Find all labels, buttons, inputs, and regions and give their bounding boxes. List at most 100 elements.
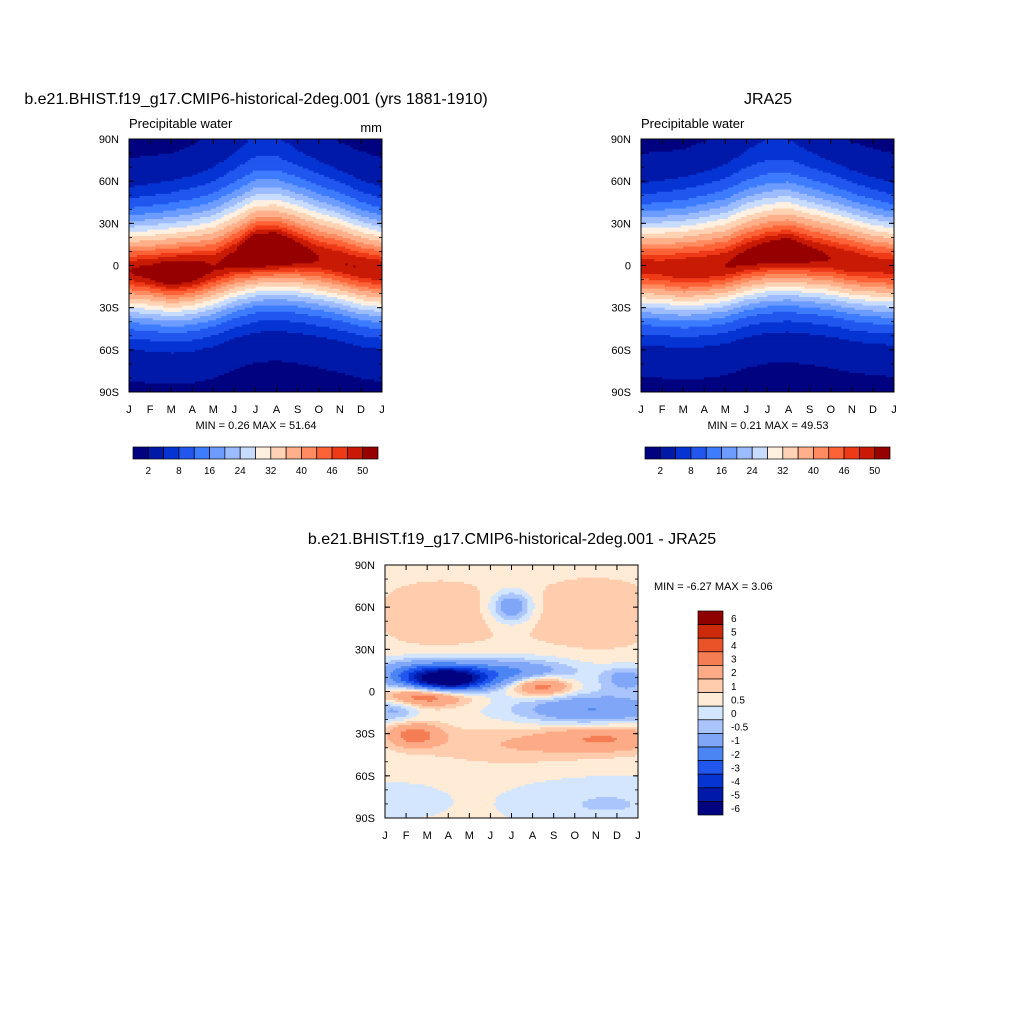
contour-cell [641, 368, 742, 372]
contour-cell [316, 217, 338, 220]
contour-cell [355, 198, 382, 201]
contour-cell [735, 246, 753, 250]
contour-cell [215, 242, 228, 246]
contour-cell [129, 187, 191, 191]
contour-cell [252, 200, 283, 203]
contour-cell [727, 204, 742, 208]
contour-cell [416, 666, 478, 669]
contour-cell [385, 697, 399, 701]
contour-cell [616, 737, 638, 741]
contour-cell [641, 151, 650, 155]
contour-cell [287, 160, 320, 163]
contour-cell [250, 172, 288, 176]
contour-cell [867, 330, 894, 334]
contour-cell [345, 246, 362, 250]
contour-cell [129, 383, 382, 387]
contour-cell [239, 244, 304, 248]
contour-cell [516, 748, 634, 752]
contour-cell [870, 223, 894, 227]
contour-cell [490, 697, 555, 701]
contour-cell [316, 288, 341, 292]
contour-cell [791, 299, 837, 302]
contour-cell [825, 157, 894, 161]
contour-cell [371, 153, 382, 157]
contour-cell [487, 674, 499, 678]
contour-cell [746, 366, 829, 370]
contour-cell [347, 221, 365, 224]
contour-cell [385, 678, 394, 682]
contour-cell [641, 246, 684, 250]
contour-cell [582, 685, 602, 688]
contour-cell [403, 683, 412, 686]
contour-cell [329, 195, 351, 199]
contour-cell [385, 651, 638, 655]
contour-cell [641, 195, 697, 199]
contour-cell [669, 280, 711, 283]
contour-cell [279, 155, 312, 159]
contour-cell [704, 227, 732, 231]
contour-cell [450, 693, 465, 697]
contour-cell [379, 206, 382, 210]
panel-model-colorbar: 2 8 16 24 32 40 46 50 [132, 446, 379, 477]
contour-cell [522, 693, 555, 697]
contour-cell [630, 697, 638, 701]
contour-cell [385, 659, 391, 663]
contour-cell [841, 286, 887, 290]
contour-cell [751, 235, 766, 239]
contour-cell [833, 193, 858, 197]
contour-cell [537, 638, 638, 642]
contour-cell [297, 164, 330, 168]
contour-cell [743, 337, 840, 340]
contour-cell [129, 219, 146, 222]
contour-cell [698, 217, 729, 220]
contour-cell [292, 162, 325, 165]
contour-cell [448, 735, 523, 739]
contour-cell [395, 744, 441, 747]
contour-cell [820, 155, 894, 159]
contour-cell [535, 607, 544, 610]
contour-cell [403, 653, 536, 657]
contour-cell [400, 731, 431, 735]
contour-cell [498, 613, 507, 617]
contour-cell [239, 316, 322, 319]
contour-cell [780, 238, 792, 241]
contour-cell [308, 364, 382, 368]
contour-cell [395, 680, 407, 684]
contour-cell [759, 267, 834, 271]
contour-cell [231, 311, 257, 315]
contour-cell [355, 297, 382, 300]
x-tick-label: J [765, 404, 771, 416]
contour-cell [419, 706, 457, 709]
colorbar-label: 0.5 [731, 695, 745, 706]
contour-cell [355, 240, 380, 243]
contour-cell [543, 598, 638, 602]
contour-cell [385, 788, 439, 792]
contour-cell [368, 227, 382, 231]
contour-cell [500, 602, 523, 606]
contour-cell [160, 181, 212, 184]
x-tick-label: J [379, 404, 385, 416]
contour-cell [385, 624, 489, 627]
panel-difference-title: b.e21.BHIST.f19_g17.CMIP6-historical-2de… [308, 531, 716, 548]
contour-cell [464, 581, 557, 585]
contour-cell [756, 185, 805, 189]
contour-cell [888, 242, 894, 246]
contour-cell [535, 605, 544, 608]
contour-cell [231, 233, 243, 237]
contour-cell [350, 305, 378, 309]
contour-cell [385, 727, 394, 731]
contour-cell [358, 276, 382, 279]
contour-cell [318, 240, 344, 243]
contour-cell [498, 598, 505, 602]
contour-cell [759, 233, 779, 237]
contour-cell [411, 704, 423, 707]
contour-cell [310, 181, 341, 184]
contour-cell [247, 225, 257, 229]
contour-cell [210, 271, 230, 275]
contour-cell [704, 303, 732, 307]
contour-cell [129, 198, 193, 201]
contour-cell [129, 141, 199, 144]
contour-cell [281, 139, 338, 142]
contour-cell [353, 174, 382, 178]
contour-cell [862, 231, 890, 235]
